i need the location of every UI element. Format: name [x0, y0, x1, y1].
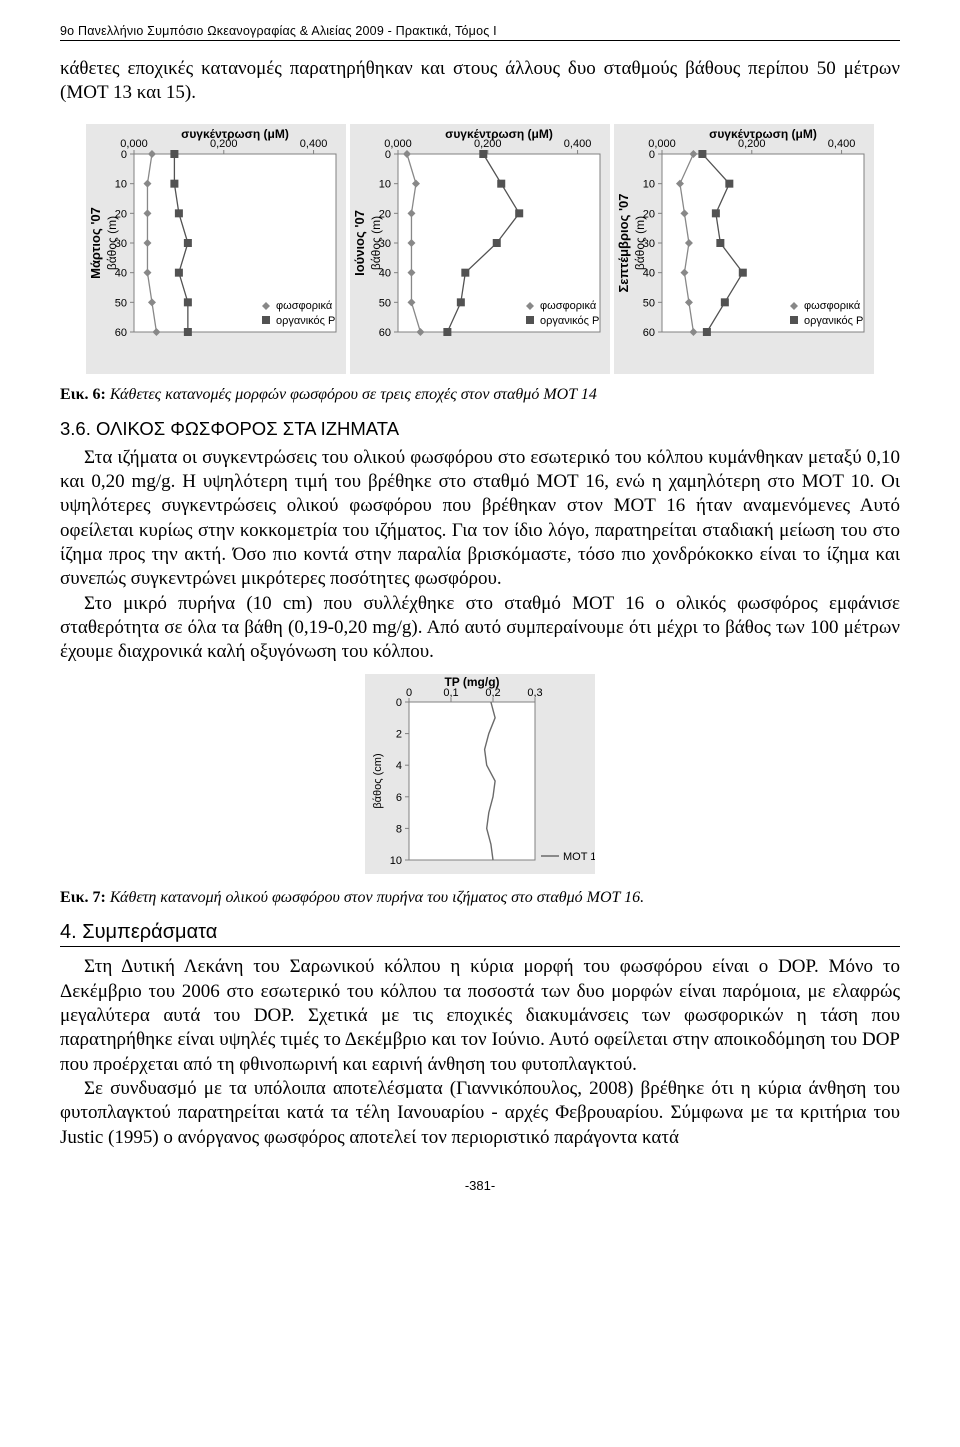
- legend-marker-dop: [262, 316, 270, 324]
- y-tick-label: 60: [643, 327, 655, 339]
- section-4-head: 4. Συμπεράσματα: [60, 921, 900, 944]
- page: 9ο Πανελλήνιο Συμπόσιο Ωκεανογραφίας & Α…: [0, 0, 960, 1233]
- x-tick-label: 0,3: [527, 687, 542, 699]
- marker-square: [698, 150, 706, 158]
- marker-square: [725, 179, 733, 187]
- y-tick-label: 50: [379, 297, 391, 309]
- y-tick-label: 0: [385, 149, 391, 161]
- marker-square: [461, 268, 469, 276]
- y-axis-label: βάθος (m): [369, 215, 383, 269]
- figure-7-caption-text: Κάθετη κατανομή ολικού φωσφόρου στον πυρ…: [106, 889, 644, 906]
- figure-6-caption-label: Εικ. 6:: [60, 386, 106, 403]
- legend-label-dop: οργανικός P: [540, 315, 599, 327]
- y-tick-label: 6: [396, 792, 402, 804]
- legend-label-phos: φωσφορικά: [276, 300, 333, 312]
- legend-marker-dop: [790, 316, 798, 324]
- y-tick-label: 50: [643, 297, 655, 309]
- section-4-body: Στη Δυτική Λεκάνη του Σαρωνικού κόλπου η…: [60, 955, 900, 1150]
- figure-7-caption-label: Εικ. 7:: [60, 889, 106, 906]
- plot-area: [409, 702, 535, 860]
- month-label: Ιούνιος '07: [352, 210, 367, 276]
- fig6-panel-1: συγκέντρωση (μΜ)0,0000,2000,400010203040…: [350, 124, 610, 374]
- section-3-6-head: 3.6. ΟΛΙΚΟΣ ΦΩΣΦΟΡΟΣ ΣΤΑ ΙΖΗΜΑΤΑ: [60, 418, 900, 440]
- x-tick-label: 0: [406, 687, 412, 699]
- marker-square: [712, 209, 720, 217]
- y-tick-label: 2: [396, 729, 402, 741]
- fig6-panel-svg-1: συγκέντρωση (μΜ)0,0000,2000,400010203040…: [350, 124, 610, 374]
- fig7-host: TP (mg/g)00,10,20,30246810MOT 16βάθος (c…: [365, 674, 595, 879]
- figure-6-caption: Εικ. 6: Κάθετες κατανομές μορφών φωσφόρο…: [60, 386, 900, 404]
- marker-square: [739, 268, 747, 276]
- marker-square: [184, 239, 192, 247]
- x-tick-label: 0,400: [564, 138, 592, 150]
- marker-square: [170, 150, 178, 158]
- marker-square: [716, 239, 724, 247]
- figure-6-caption-text: Κάθετες κατανομές μορφών φωσφόρου σε τρε…: [106, 386, 597, 403]
- month-label: Σεπτέμβριος '07: [616, 193, 631, 292]
- y-tick-label: 10: [115, 178, 127, 190]
- sec4-p1: Στη Δυτική Λεκάνη του Σαρωνικού κόλπου η…: [60, 955, 900, 1077]
- legend-label-dop: οργανικός P: [276, 315, 335, 327]
- marker-square: [175, 209, 183, 217]
- page-number: -381-: [60, 1178, 900, 1193]
- month-label: Μάρτιος '07: [88, 207, 103, 279]
- figure-6: συγκέντρωση (μΜ)0,0000,2000,400010203040…: [60, 124, 900, 374]
- y-tick-label: 10: [390, 855, 402, 867]
- fig6-panel-0: συγκέντρωση (μΜ)0,0000,2000,400010203040…: [86, 124, 346, 374]
- marker-square: [515, 209, 523, 217]
- y-tick-label: 0: [396, 697, 402, 709]
- y-tick-label: 0: [649, 149, 655, 161]
- x-tick-label: 0,200: [474, 138, 502, 150]
- legend-marker-dop: [526, 316, 534, 324]
- marker-square: [184, 328, 192, 336]
- y-tick-label: 10: [379, 178, 391, 190]
- y-tick-label: 60: [115, 327, 127, 339]
- sec4-p2: Σε συνδυασμό με τα υπόλοιπα αποτελέσματα…: [60, 1077, 900, 1150]
- fig6-panel-svg-0: συγκέντρωση (μΜ)0,0000,2000,400010203040…: [86, 124, 346, 374]
- marker-square: [170, 179, 178, 187]
- marker-square: [703, 328, 711, 336]
- x-tick-label: 0,2: [485, 687, 500, 699]
- y-tick-label: 8: [396, 824, 402, 836]
- header-rule: [60, 40, 900, 41]
- marker-square: [497, 179, 505, 187]
- figure-7: TP (mg/g)00,10,20,30246810MOT 16βάθος (c…: [60, 674, 900, 879]
- para-1-text: κάθετες εποχικές κατανομές παρατηρήθηκαν…: [60, 57, 900, 106]
- y-axis-label: βάθος (m): [105, 215, 119, 269]
- sec36-p2: Στο μικρό πυρήνα (10 cm) που συλλέχθηκε …: [60, 592, 900, 665]
- y-tick-label: 50: [115, 297, 127, 309]
- marker-square: [443, 328, 451, 336]
- y-axis-label: βάθος (cm): [372, 754, 384, 809]
- fig6-panel-2: συγκέντρωση (μΜ)0,0000,2000,400010203040…: [614, 124, 874, 374]
- marker-square: [479, 150, 487, 158]
- running-head: 9ο Πανελλήνιο Συμπόσιο Ωκεανογραφίας & Α…: [60, 24, 900, 38]
- marker-square: [493, 239, 501, 247]
- y-tick-label: 60: [379, 327, 391, 339]
- figure-7-caption: Εικ. 7: Κάθετη κατανομή ολικού φωσφόρου …: [60, 889, 900, 907]
- fig6-panel-svg-2: συγκέντρωση (μΜ)0,0000,2000,400010203040…: [614, 124, 874, 374]
- x-tick-label: 0,200: [210, 138, 238, 150]
- marker-square: [457, 298, 465, 306]
- section-4-rule: [60, 946, 900, 947]
- y-axis-label: βάθος (m): [633, 215, 647, 269]
- sec36-p1: Στα ιζήματα οι συγκεντρώσεις του ολικού …: [60, 446, 900, 592]
- marker-square: [175, 268, 183, 276]
- fig7-svg: TP (mg/g)00,10,20,30246810MOT 16βάθος (c…: [365, 674, 595, 874]
- x-tick-label: 0,1: [443, 687, 458, 699]
- x-tick-label: 0,400: [300, 138, 328, 150]
- legend-label-phos: φωσφορικά: [804, 300, 861, 312]
- y-tick-label: 10: [643, 178, 655, 190]
- section-3-6-body: Στα ιζήματα οι συγκεντρώσεις του ολικού …: [60, 446, 900, 665]
- y-tick-label: 4: [396, 761, 402, 773]
- x-tick-label: 0,400: [828, 138, 856, 150]
- marker-square: [721, 298, 729, 306]
- x-tick-label: 0,200: [738, 138, 766, 150]
- legend-label-dop: οργανικός P: [804, 315, 863, 327]
- marker-square: [184, 298, 192, 306]
- legend-label: MOT 16: [563, 851, 595, 863]
- y-tick-label: 0: [121, 149, 127, 161]
- para-1: κάθετες εποχικές κατανομές παρατηρήθηκαν…: [60, 57, 900, 106]
- legend-label-phos: φωσφορικά: [540, 300, 597, 312]
